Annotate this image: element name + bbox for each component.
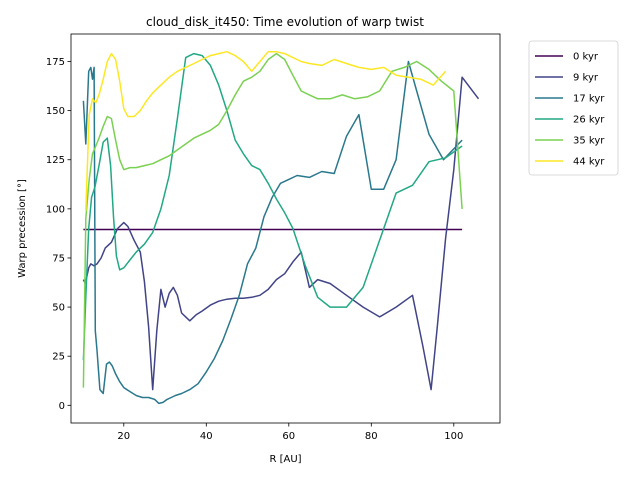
- plot-area: [70, 33, 501, 424]
- legend-label-4: 35 kyr: [573, 136, 605, 147]
- legend-label-1: 9 kyr: [573, 73, 599, 84]
- series-lines: [82, 50, 480, 405]
- legend-label-3: 26 kyr: [573, 115, 605, 126]
- x-tick-label: 20: [117, 431, 130, 442]
- y-tick-label: 125: [46, 155, 65, 166]
- y-tick-label: 50: [52, 303, 65, 314]
- legend-label-5: 44 kyr: [573, 157, 605, 168]
- y-tick-label: 75: [52, 253, 65, 264]
- legend-label-0: 0 kyr: [573, 52, 599, 63]
- chart-title: cloud_disk_it450: Time evolution of warp…: [146, 15, 424, 29]
- x-tick-label: 80: [365, 431, 378, 442]
- legend: 0 kyr 9 kyr 17 kyr 26 kyr 35 kyr 44 kyr: [528, 40, 619, 176]
- series-line-4: [82, 52, 463, 388]
- series-line-2: [82, 60, 463, 405]
- x-tick-label: 60: [282, 431, 295, 442]
- x-tick-label: 100: [444, 431, 463, 442]
- x-tick-label: 40: [200, 431, 213, 442]
- x-axis: 20 40 60 80 100: [117, 423, 463, 442]
- y-tick-label: 25: [52, 352, 65, 363]
- x-axis-label: R [AU]: [269, 454, 301, 465]
- series-line-1: [82, 76, 480, 391]
- y-axis-label: Warp precession [°]: [17, 179, 28, 278]
- y-tick-label: 100: [46, 204, 65, 215]
- y-tick-label: 175: [46, 57, 65, 68]
- y-tick-label: 150: [46, 106, 65, 117]
- series-line-5: [85, 50, 447, 211]
- y-tick-label: 0: [59, 401, 65, 412]
- y-axis: 0 25 50 75 100 125 150 175: [46, 57, 71, 412]
- series-line-3: [82, 52, 463, 361]
- legend-frame: [528, 40, 619, 176]
- legend-label-2: 17 kyr: [573, 94, 605, 105]
